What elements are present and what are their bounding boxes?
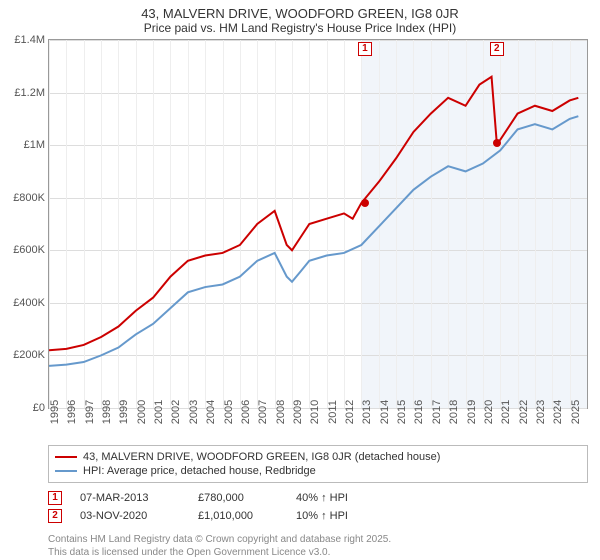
chart-container: 43, MALVERN DRIVE, WOODFORD GREEN, IG8 0…	[0, 0, 600, 560]
plot-area: £0£200K£400K£600K£800K£1M£1.2M£1.4M19951…	[48, 39, 588, 409]
line-layer	[49, 40, 587, 408]
event-date: 03-NOV-2020	[80, 510, 180, 522]
event-price: £780,000	[198, 492, 278, 504]
event-delta: 40% ↑ HPI	[296, 492, 348, 504]
legend-row-blue: HPI: Average price, detached house, Redb…	[55, 464, 581, 478]
y-axis-label: £200K	[13, 349, 45, 361]
event-delta: 10% ↑ HPI	[296, 510, 348, 522]
legend-swatch-blue	[55, 470, 77, 472]
legend-row-red: 43, MALVERN DRIVE, WOODFORD GREEN, IG8 0…	[55, 450, 581, 464]
legend: 43, MALVERN DRIVE, WOODFORD GREEN, IG8 0…	[48, 445, 588, 483]
y-axis-label: £400K	[13, 297, 45, 309]
chart-subtitle: Price paid vs. HM Land Registry's House …	[0, 21, 600, 39]
event-row: 1 07-MAR-2013 £780,000 40% ↑ HPI	[48, 489, 588, 507]
event-date: 07-MAR-2013	[80, 492, 180, 504]
y-axis-label: £1M	[24, 139, 45, 151]
legend-label-blue: HPI: Average price, detached house, Redb…	[83, 465, 316, 477]
legend-label-red: 43, MALVERN DRIVE, WOODFORD GREEN, IG8 0…	[83, 451, 440, 463]
y-axis-label: £1.4M	[14, 34, 45, 46]
attribution-line: This data is licensed under the Open Gov…	[48, 546, 588, 559]
legend-swatch-red	[55, 456, 77, 458]
event-price: £1,010,000	[198, 510, 278, 522]
y-axis-label: £600K	[13, 244, 45, 256]
y-axis-label: £1.2M	[14, 87, 45, 99]
event-marker-1: 1	[48, 491, 62, 505]
attribution: Contains HM Land Registry data © Crown c…	[48, 533, 588, 559]
event-marker-2: 2	[48, 509, 62, 523]
events-table: 1 07-MAR-2013 £780,000 40% ↑ HPI 2 03-NO…	[48, 489, 588, 525]
y-axis-label: £800K	[13, 192, 45, 204]
event-row: 2 03-NOV-2020 £1,010,000 10% ↑ HPI	[48, 507, 588, 525]
attribution-line: Contains HM Land Registry data © Crown c…	[48, 533, 588, 546]
chart-title: 43, MALVERN DRIVE, WOODFORD GREEN, IG8 0…	[0, 0, 600, 21]
y-axis-label: £0	[33, 402, 45, 414]
